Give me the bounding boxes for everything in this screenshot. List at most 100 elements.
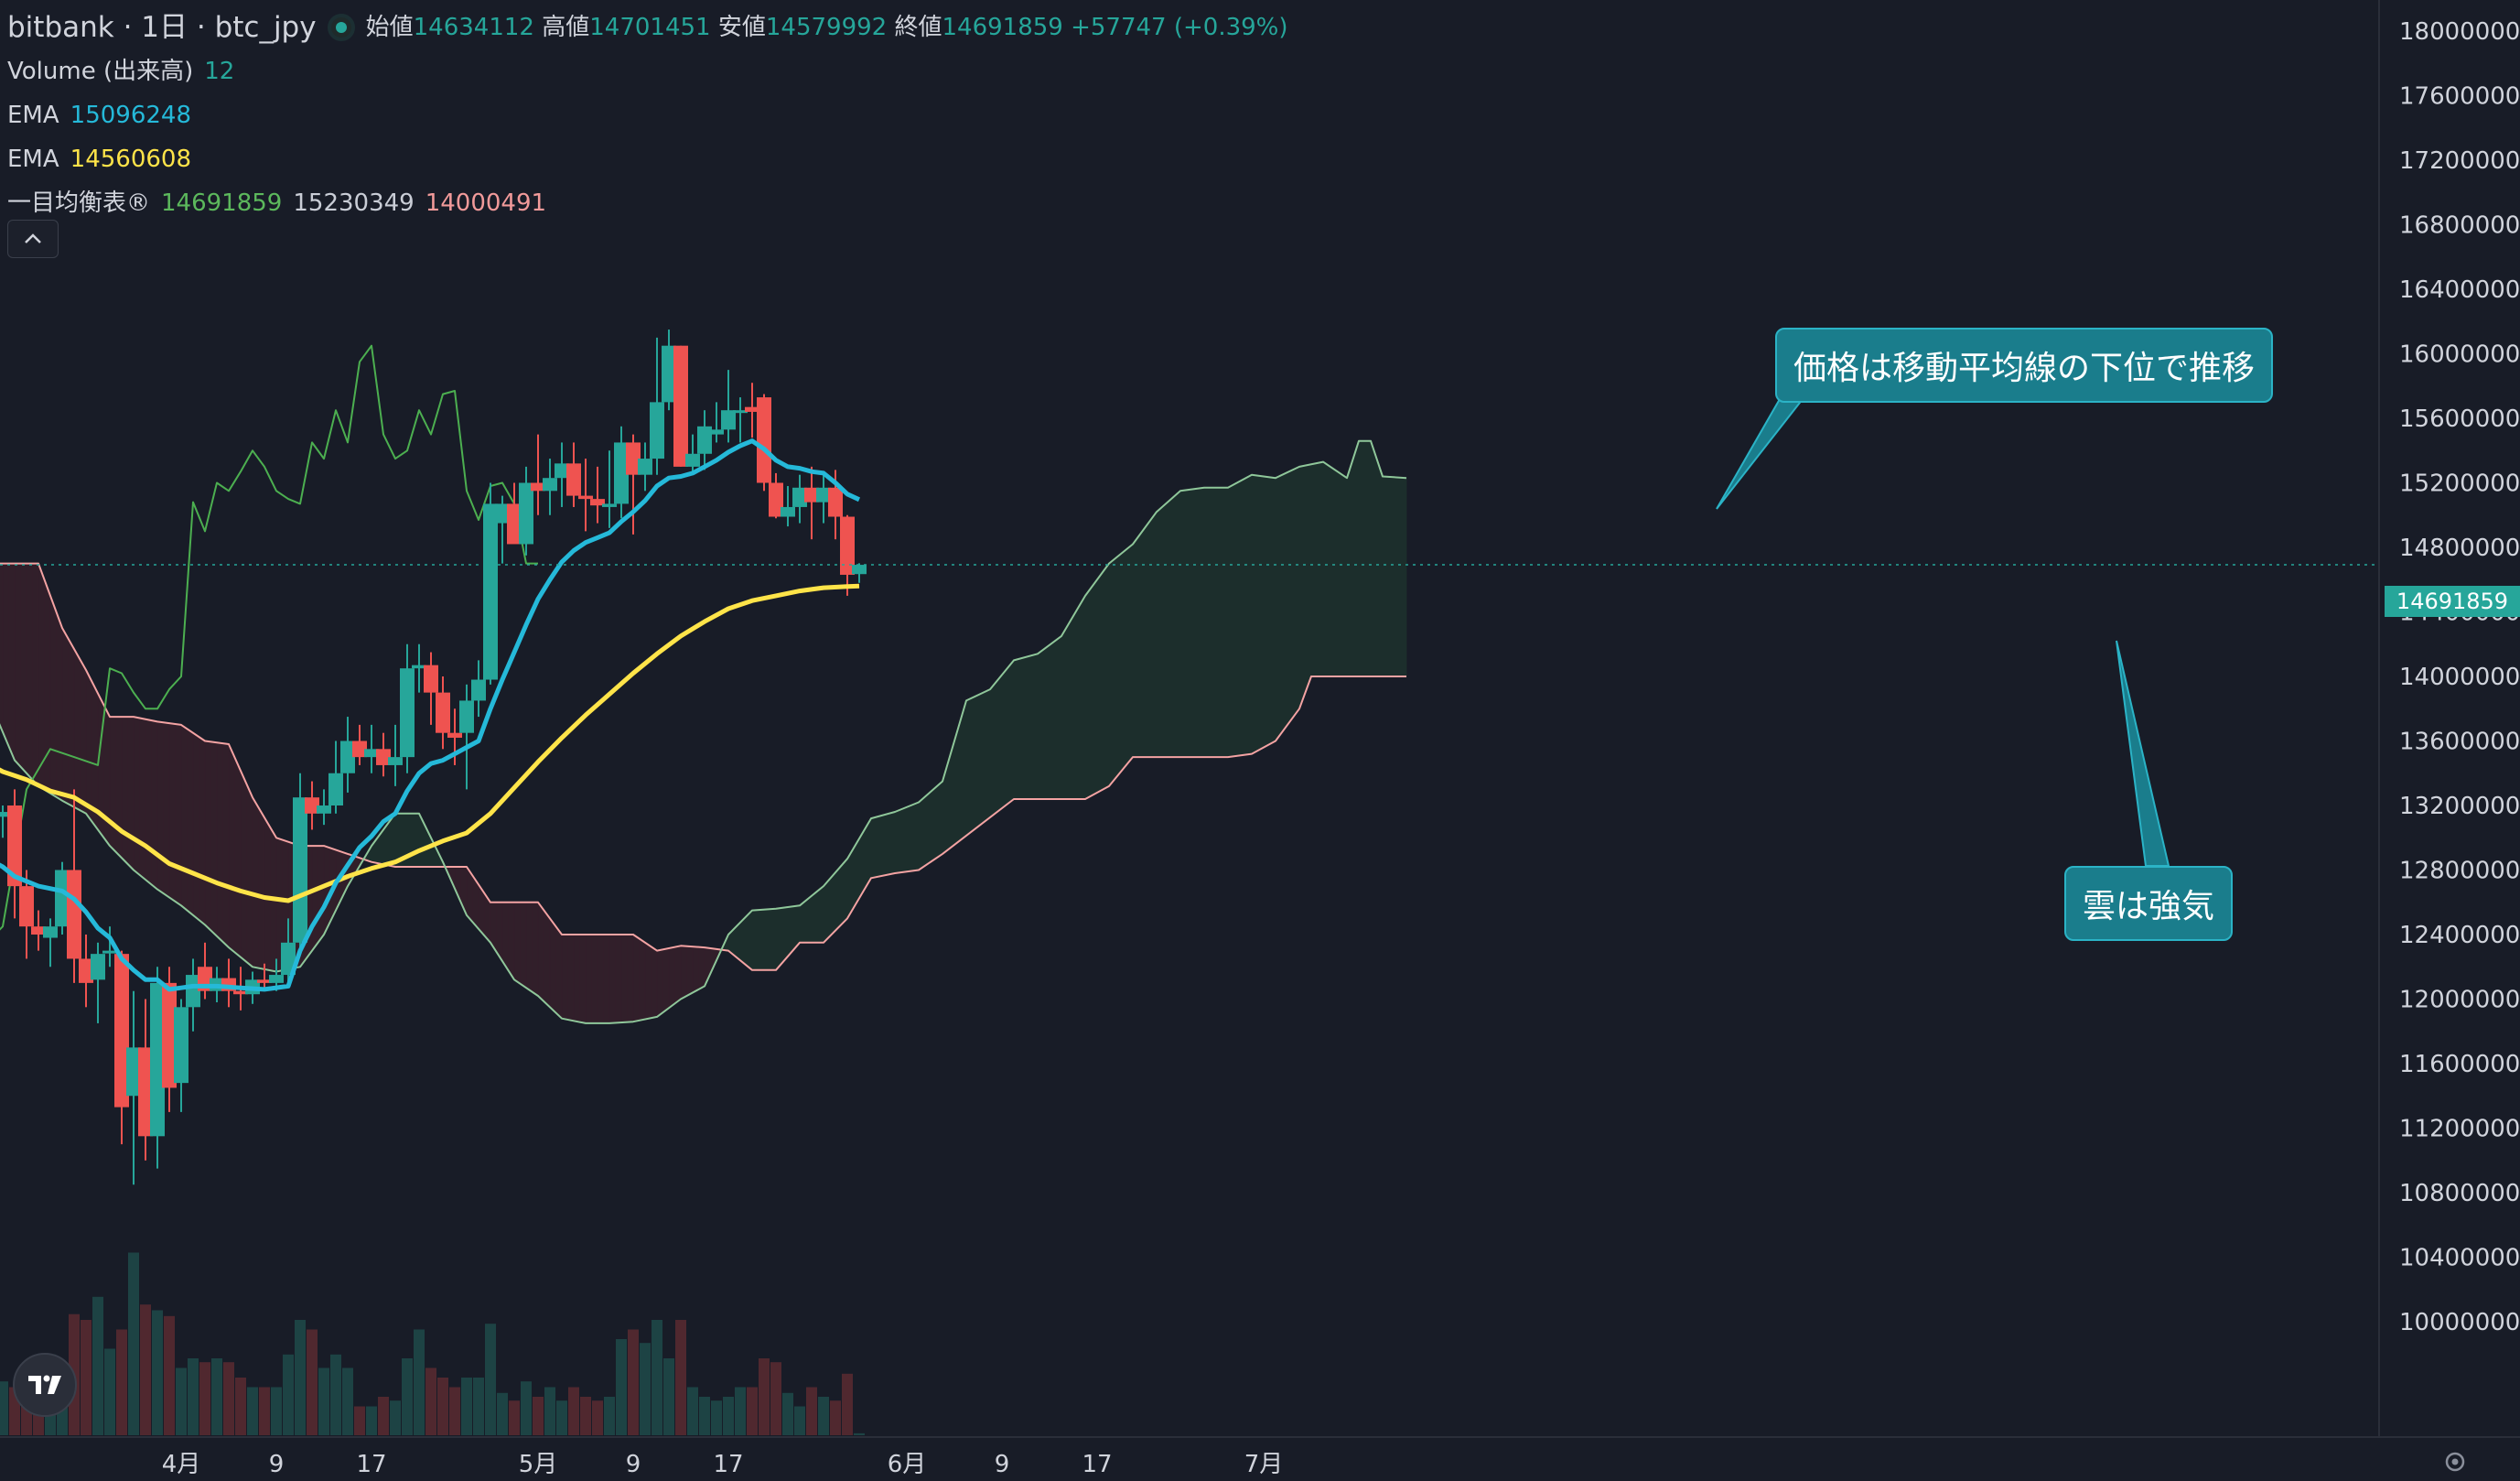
tradingview-logo[interactable] — [13, 1353, 77, 1417]
candle-body — [126, 1047, 141, 1097]
cloud-segment — [246, 784, 253, 968]
ema-slow-value: 14560608 — [70, 146, 191, 173]
volume-bar — [140, 1304, 151, 1435]
callout-price-below-ma[interactable]: 価格は移動平均線の下位で推移 — [1775, 328, 2274, 403]
volume-bar — [116, 1329, 127, 1435]
cloud-segment — [984, 688, 991, 823]
cloud-segment — [56, 611, 63, 802]
cloud-segment — [1049, 639, 1056, 800]
cloud-segment — [1364, 440, 1372, 677]
cloud-segment — [187, 728, 194, 916]
cloud-segment — [413, 813, 420, 868]
candle-body — [352, 740, 367, 758]
cloud-segment — [1263, 475, 1270, 749]
cloud-segment — [1203, 487, 1211, 758]
volume-bar — [342, 1367, 353, 1435]
y-tick-label: 15200000 — [2399, 470, 2520, 498]
volume-bar — [711, 1400, 722, 1435]
cloud-segment — [1055, 635, 1062, 800]
cloud-segment — [787, 905, 794, 957]
callout-cloud-bullish[interactable]: 雲は強気 — [2064, 866, 2234, 941]
cloud-segment — [662, 947, 670, 1013]
ema-fast-row[interactable]: EMA 15096248 — [7, 93, 1288, 137]
cloud-segment — [20, 563, 27, 774]
cloud-segment — [942, 761, 949, 855]
volume-bar — [521, 1381, 532, 1435]
cloud-segment — [38, 563, 45, 791]
cloud-segment — [585, 934, 592, 1024]
x-tick-label: 9 — [269, 1451, 285, 1478]
y-tick-label: 14800000 — [2399, 535, 2520, 562]
volume-bar — [485, 1324, 496, 1435]
cloud-segment — [121, 716, 128, 865]
volume-bar — [687, 1387, 698, 1435]
ema-fast-value: 15096248 — [70, 102, 191, 129]
volume-bar — [199, 1362, 210, 1435]
y-tick-label: 16000000 — [2399, 341, 2520, 369]
volume-bar — [81, 1320, 92, 1435]
cloud-segment — [1031, 653, 1039, 800]
cloud-segment — [1091, 578, 1098, 797]
open-value: 14634112 — [413, 14, 534, 41]
cloud-segment — [1388, 476, 1395, 677]
cloud-segment — [44, 579, 51, 795]
cloud-segment — [1174, 490, 1181, 758]
y-tick-label: 16800000 — [2399, 212, 2520, 240]
cloud-segment — [1310, 462, 1318, 677]
cloud-segment — [1150, 511, 1158, 758]
cloud-segment — [924, 791, 932, 867]
candle-body — [590, 499, 605, 506]
y-tick-label: 16400000 — [2399, 276, 2520, 304]
volume-bar — [414, 1329, 425, 1435]
candle-body — [626, 442, 641, 475]
cloud-segment — [311, 845, 318, 952]
cloud-segment — [115, 716, 123, 859]
cloud-segment — [240, 770, 247, 963]
y-tick-label: 15600000 — [2399, 405, 2520, 433]
ema-slow-line — [0, 583, 860, 903]
cloud-segment — [1382, 476, 1389, 677]
gear-icon[interactable] — [2439, 1446, 2471, 1477]
cloud-segment — [686, 946, 694, 997]
ema-slow-row[interactable]: EMA 14560608 — [7, 137, 1288, 181]
y-tick-label: 11200000 — [2399, 1116, 2520, 1143]
volume-row[interactable]: Volume (出来高) 12 — [7, 49, 1288, 93]
x-tick-label: 9 — [626, 1451, 641, 1478]
cloud-segment — [835, 864, 842, 932]
cloud-segment — [567, 934, 575, 1022]
symbol-row: bitbank · 1日 · btc_jpy 始値14634112 高値1470… — [7, 5, 1288, 49]
cloud-segment — [228, 743, 235, 954]
collapse-legend-button[interactable] — [7, 220, 59, 258]
cloud-segment — [525, 902, 533, 993]
x-tick-label: 5月 — [519, 1451, 558, 1478]
candle-body — [721, 410, 736, 430]
candle-body — [828, 487, 843, 517]
cloud-segment — [73, 647, 81, 811]
y-tick-label: 17600000 — [2399, 83, 2520, 111]
candle-body — [305, 797, 319, 814]
candle-body — [293, 797, 307, 943]
cloud-segment — [865, 816, 872, 890]
ichimoku-value-1: 14691859 — [161, 189, 283, 217]
ichimoku-row[interactable]: 一目均衡表® 14691859 15230349 14000491 — [7, 181, 1288, 225]
volume-bar — [628, 1329, 639, 1435]
volume-bar — [318, 1367, 329, 1435]
symbol-title[interactable]: bitbank · 1日 · btc_jpy — [7, 11, 317, 44]
y-tick-label: 10400000 — [2399, 1245, 2520, 1272]
ichimoku-value-2: 15230349 — [293, 189, 415, 217]
volume-bar — [723, 1397, 734, 1435]
cloud-segment — [841, 858, 848, 925]
cloud-segment — [1198, 487, 1205, 758]
volume-bar — [759, 1358, 770, 1435]
cloud-segment — [1400, 477, 1407, 677]
volume-bar — [128, 1252, 139, 1435]
cloud-segment — [1061, 624, 1068, 800]
callout-top-pointer — [1716, 398, 1805, 510]
x-tick-label: 4月 — [162, 1451, 201, 1478]
cloud-segment — [1215, 487, 1222, 758]
candle-body — [67, 870, 81, 959]
y-tick-label: 11600000 — [2399, 1051, 2520, 1078]
volume-bar — [794, 1406, 805, 1435]
